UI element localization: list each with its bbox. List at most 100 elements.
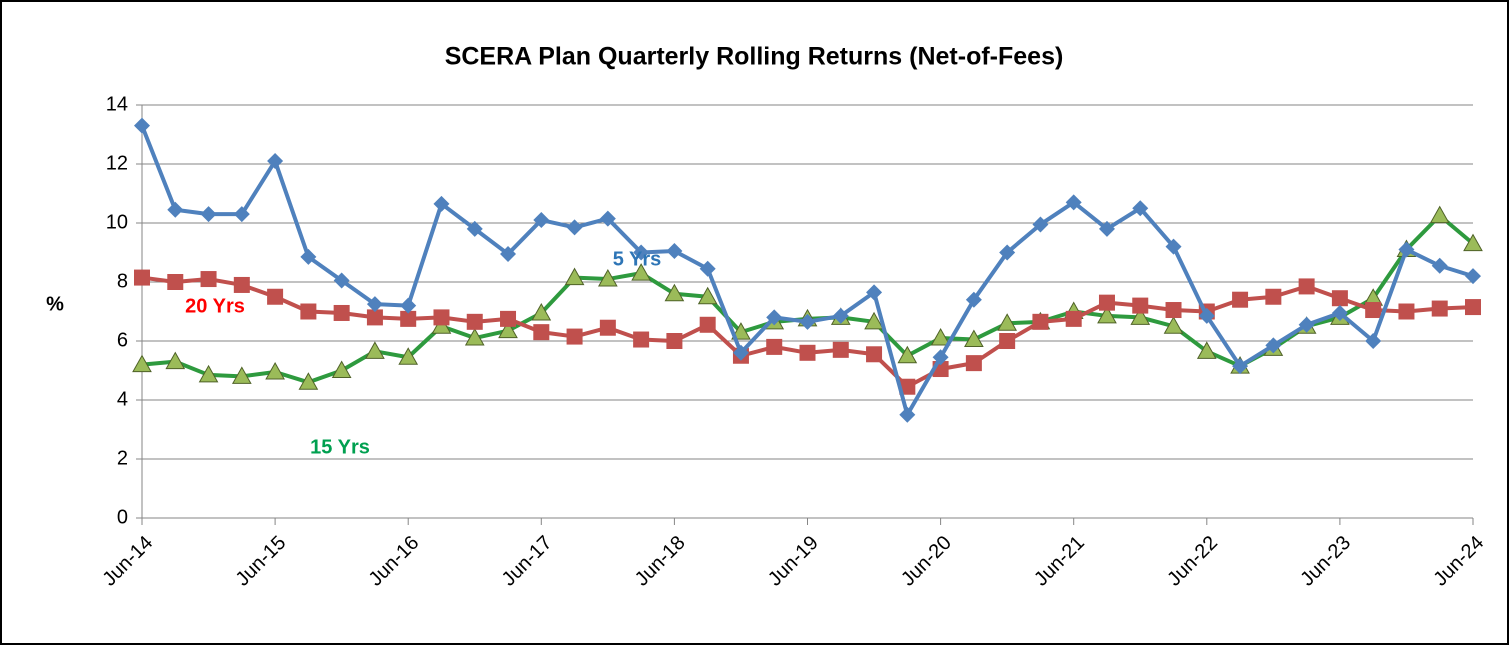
marker <box>566 219 583 236</box>
marker <box>1431 257 1448 274</box>
marker <box>1398 241 1415 258</box>
marker <box>664 283 685 302</box>
y-tick-label: 2 <box>117 447 128 469</box>
marker <box>633 331 650 348</box>
marker <box>134 117 150 134</box>
marker <box>1365 302 1382 319</box>
marker <box>1165 302 1182 319</box>
marker <box>1032 216 1049 233</box>
y-tick-label: 14 <box>106 93 128 115</box>
marker <box>1132 200 1149 217</box>
marker <box>333 272 350 289</box>
marker <box>832 341 849 358</box>
marker <box>999 333 1016 349</box>
marker <box>599 319 616 336</box>
marker <box>1429 205 1450 224</box>
marker <box>832 307 849 324</box>
marker <box>633 244 650 261</box>
marker <box>766 309 783 326</box>
marker <box>599 210 616 227</box>
marker <box>697 286 718 305</box>
marker <box>1298 316 1315 333</box>
marker <box>1196 341 1217 359</box>
marker <box>533 212 550 229</box>
marker <box>498 320 518 339</box>
marker <box>731 322 751 340</box>
marker <box>1097 305 1117 324</box>
marker <box>400 310 417 327</box>
y-tick-label: 0 <box>117 506 128 528</box>
marker <box>333 304 350 321</box>
marker <box>466 313 483 330</box>
marker <box>134 269 150 286</box>
marker <box>597 269 618 287</box>
y-tick-label: 8 <box>117 270 128 292</box>
marker <box>964 329 984 348</box>
marker <box>1465 268 1481 285</box>
marker <box>500 245 517 262</box>
marker <box>1098 220 1115 237</box>
marker <box>1232 358 1249 375</box>
marker <box>732 344 749 361</box>
marker <box>267 153 284 170</box>
marker <box>531 302 552 321</box>
marker <box>1165 238 1182 255</box>
marker <box>533 324 550 341</box>
marker <box>464 328 485 346</box>
marker <box>866 346 883 363</box>
y-tick-label: 4 <box>117 388 128 410</box>
marker <box>500 310 517 327</box>
marker <box>999 244 1016 261</box>
marker <box>564 267 585 286</box>
marker <box>766 338 783 355</box>
marker <box>997 313 1018 331</box>
marker <box>699 316 716 333</box>
marker <box>233 206 250 223</box>
marker <box>1098 294 1115 311</box>
y-tick-label: 10 <box>106 211 128 233</box>
marker <box>965 355 982 372</box>
y-tick-label: 12 <box>106 152 128 174</box>
series <box>134 269 1481 395</box>
marker <box>899 378 916 395</box>
marker <box>300 248 317 265</box>
marker <box>433 195 450 212</box>
marker <box>200 206 217 223</box>
marker <box>1198 307 1215 324</box>
marker <box>1132 297 1149 314</box>
marker <box>1232 291 1249 308</box>
marker <box>799 313 816 330</box>
marker <box>1365 333 1382 349</box>
marker <box>200 271 217 288</box>
marker <box>1130 307 1151 325</box>
marker <box>965 291 982 308</box>
series-label: 15 Yrs <box>310 436 370 458</box>
marker <box>231 366 252 384</box>
marker <box>366 296 383 313</box>
y-axis-label: % <box>46 293 64 315</box>
marker <box>265 361 285 380</box>
series <box>134 117 1481 423</box>
marker <box>400 297 417 314</box>
marker <box>899 406 916 423</box>
marker <box>331 360 352 378</box>
marker <box>198 364 219 383</box>
marker <box>897 345 918 364</box>
marker <box>1265 337 1282 354</box>
marker <box>866 284 883 301</box>
marker <box>1331 304 1348 321</box>
marker <box>132 354 152 373</box>
marker <box>1265 288 1282 305</box>
marker <box>365 341 385 359</box>
marker <box>631 263 651 281</box>
y-tick-label: 6 <box>117 329 128 351</box>
marker <box>1398 303 1415 320</box>
marker <box>167 201 184 218</box>
marker <box>267 288 284 305</box>
marker <box>165 351 186 370</box>
marker <box>300 303 317 320</box>
marker <box>1298 278 1315 295</box>
marker <box>433 309 450 326</box>
marker <box>1463 233 1483 252</box>
